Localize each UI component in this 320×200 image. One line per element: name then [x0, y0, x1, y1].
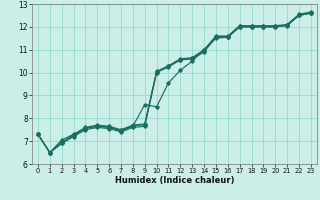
X-axis label: Humidex (Indice chaleur): Humidex (Indice chaleur)	[115, 176, 234, 185]
